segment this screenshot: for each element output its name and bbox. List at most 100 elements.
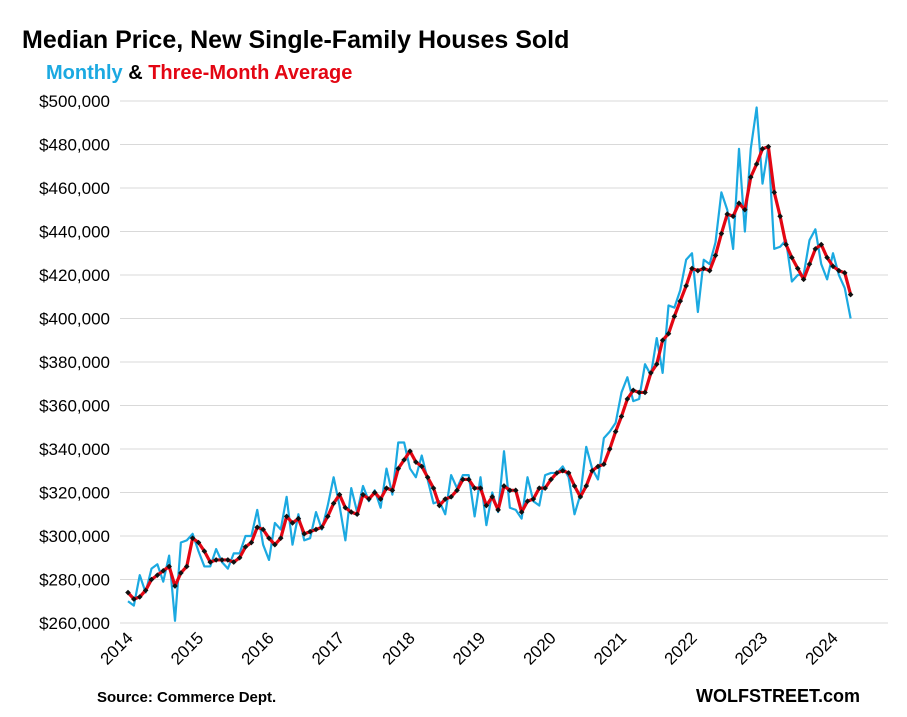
y-tick-label: $280,000 (39, 571, 110, 590)
average-point (524, 498, 531, 504)
x-tick-label: 2015 (167, 628, 207, 668)
average-point (178, 570, 184, 576)
average-point (642, 389, 648, 396)
series-lines (126, 106, 853, 622)
average-point (483, 502, 490, 509)
x-tick-label: 2022 (661, 628, 701, 668)
average-point (142, 587, 149, 594)
average-point (736, 200, 742, 207)
y-tick-label: $360,000 (39, 397, 110, 416)
average-point (548, 476, 554, 483)
average-point (360, 491, 366, 498)
average-point (460, 476, 466, 483)
average-point (213, 557, 219, 563)
average-point (512, 487, 519, 494)
average-point (653, 361, 660, 367)
average-point (536, 485, 543, 491)
y-tick-label: $500,000 (39, 92, 110, 111)
chart-subtitle: Monthly & Three-Month Average (46, 62, 352, 84)
average-point (841, 270, 848, 276)
average-point (671, 313, 678, 320)
average-point (677, 298, 684, 304)
x-tick-label: 2014 (97, 628, 137, 668)
average-point (413, 459, 419, 465)
average-point (765, 143, 772, 150)
average-point (783, 241, 789, 248)
average-point (236, 554, 243, 561)
y-tick-label: $300,000 (39, 527, 110, 546)
average-point (595, 463, 601, 470)
average-point (301, 531, 308, 537)
average-point (830, 263, 836, 270)
average-point (759, 146, 766, 152)
average-point (577, 494, 584, 500)
y-tick-label: $480,000 (39, 136, 110, 155)
average-point (465, 476, 472, 483)
average-point (630, 387, 637, 394)
average-point (166, 563, 172, 570)
average-point (847, 291, 854, 298)
average-point (319, 524, 325, 531)
average-point (747, 174, 754, 180)
average-point (789, 254, 795, 261)
average-point (160, 568, 167, 574)
average-point (277, 535, 284, 541)
x-tick-label: 2024 (802, 628, 842, 668)
average-point (395, 465, 402, 472)
average-point (606, 446, 613, 452)
y-tick-label: $460,000 (39, 179, 110, 198)
average-point (172, 583, 178, 589)
chart-title: Median Price, New Single-Family Houses S… (22, 26, 569, 54)
average-point (618, 413, 625, 420)
average-point (225, 557, 231, 563)
brand-label: WOLFSTREET.com (696, 686, 860, 706)
x-tick-label: 2023 (731, 628, 771, 668)
average-point (724, 211, 731, 217)
average-point (659, 337, 666, 344)
average-point (307, 528, 313, 535)
average-point (718, 230, 725, 237)
average-point (442, 496, 449, 502)
average-point (683, 283, 689, 289)
average-point (260, 526, 266, 533)
average-point (471, 485, 478, 491)
average-point (542, 485, 548, 491)
average-point (501, 483, 507, 489)
average-point (148, 576, 155, 583)
average-point (254, 524, 261, 531)
average-point (377, 496, 384, 502)
average-point (794, 265, 801, 272)
average-point (712, 252, 719, 259)
average-point (283, 513, 290, 520)
average-point (700, 265, 707, 272)
y-tick-label: $260,000 (39, 614, 110, 633)
y-tick-label: $400,000 (39, 310, 110, 329)
average-point (612, 428, 619, 435)
average-point (636, 389, 642, 396)
average-point (266, 535, 272, 541)
x-axis-tick-labels: 2014 2015 2016 2017 2018 2019 2020 2021 2022 2023… (97, 628, 842, 668)
average-point (589, 467, 595, 474)
average-point (407, 448, 413, 454)
average-point (436, 502, 443, 509)
average-point (336, 491, 343, 498)
average-point (354, 511, 360, 518)
source-note: Source: Commerce Dept. (97, 689, 276, 706)
average-point (418, 463, 425, 470)
average-point (401, 457, 407, 463)
x-tick-label: 2019 (449, 628, 489, 668)
series-monthly-line (127, 106, 852, 622)
average-point (665, 330, 672, 337)
average-point (454, 487, 460, 494)
average-point (583, 483, 590, 489)
average-point (136, 594, 143, 600)
average-point (777, 213, 783, 220)
average-point (189, 535, 196, 541)
average-point (489, 494, 496, 500)
legend-average: Three-Month Average (148, 62, 352, 84)
average-point (507, 487, 513, 494)
average-point (689, 265, 695, 272)
average-point (383, 485, 390, 491)
